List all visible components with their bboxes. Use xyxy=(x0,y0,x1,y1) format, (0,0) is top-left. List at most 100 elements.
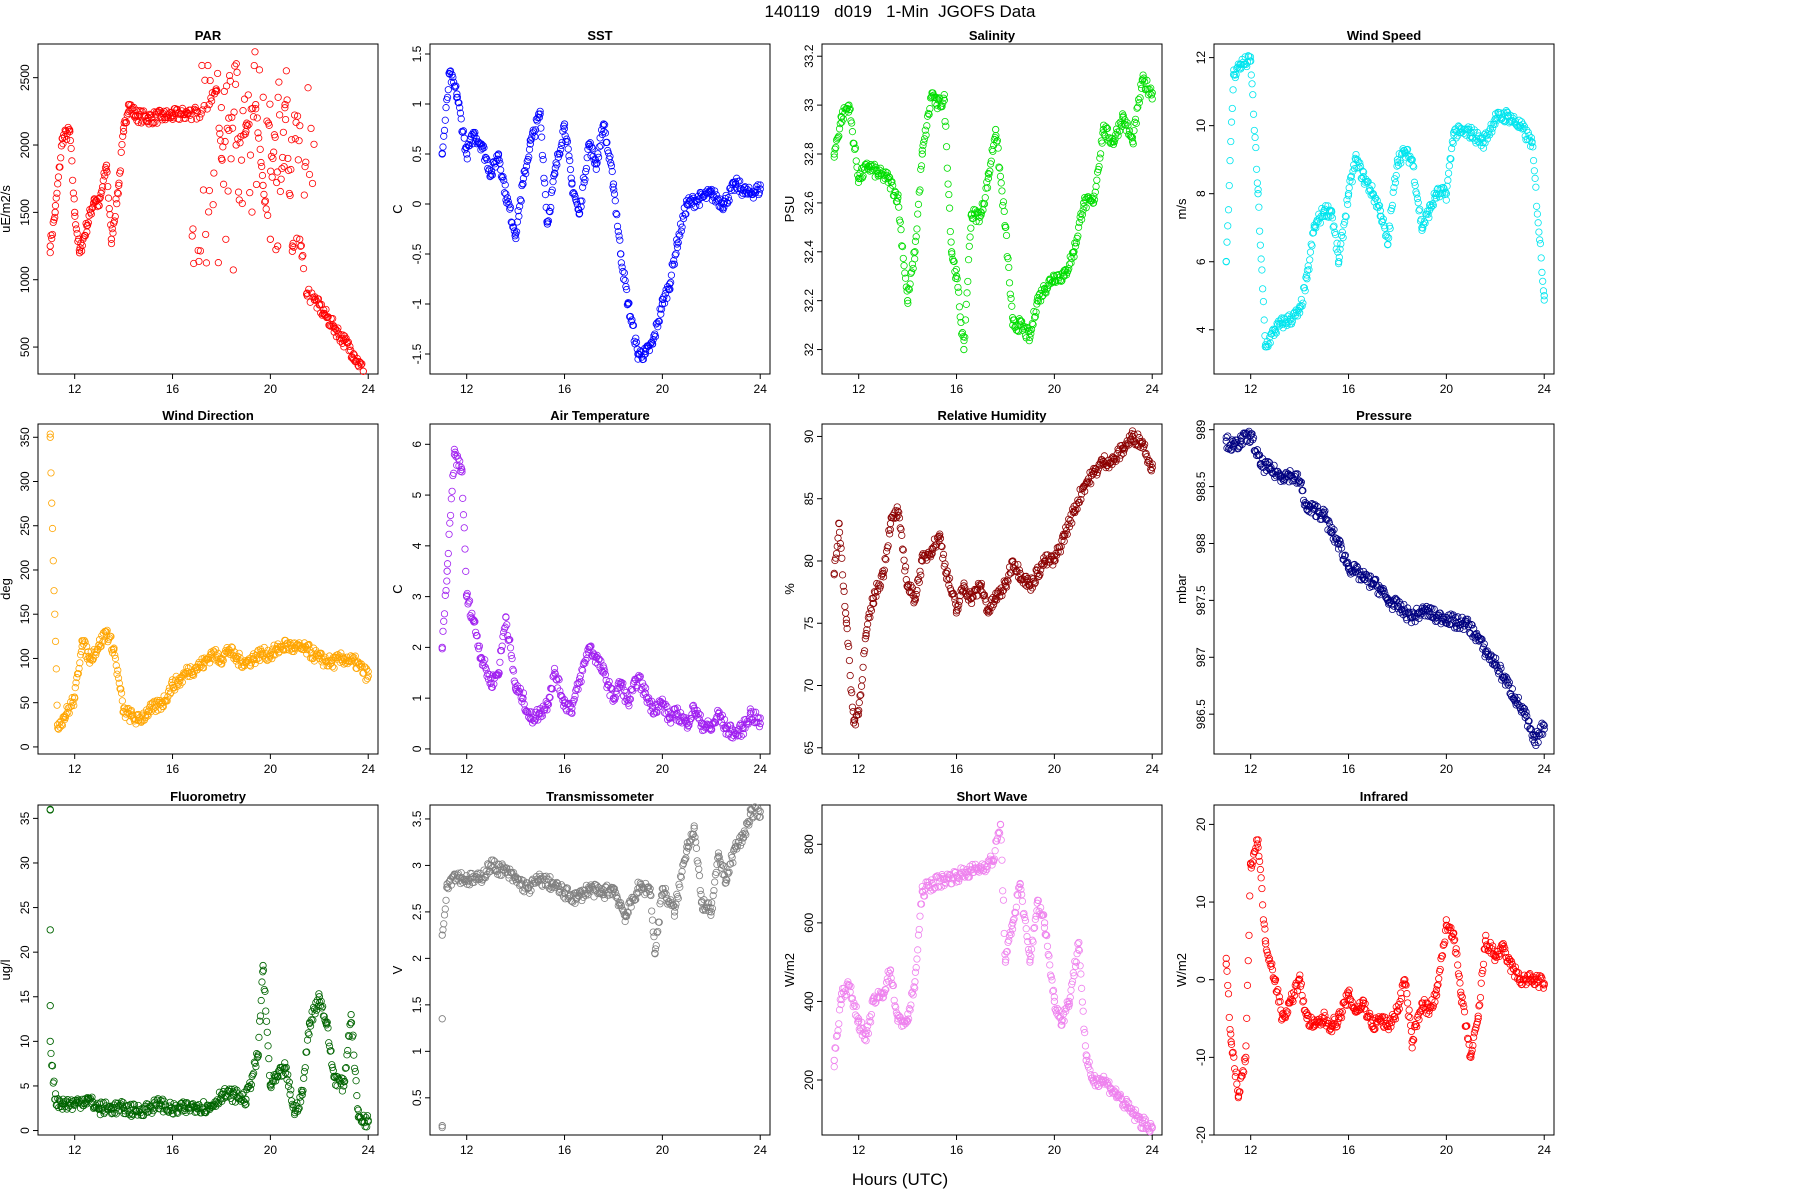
data-point xyxy=(609,180,618,188)
panel-title: Air Temperature xyxy=(550,408,649,423)
data-point xyxy=(509,665,517,673)
data-point xyxy=(130,1100,138,1108)
data-point xyxy=(446,511,455,520)
data-point xyxy=(1390,183,1398,192)
data-point xyxy=(908,268,916,276)
data-point xyxy=(955,288,963,296)
data-point xyxy=(291,135,299,143)
data-point xyxy=(462,875,470,884)
data-point xyxy=(1297,295,1305,304)
data-point xyxy=(106,1102,114,1110)
data-point xyxy=(1000,207,1008,216)
data-point xyxy=(1394,158,1402,166)
data-point xyxy=(126,717,134,725)
data-point xyxy=(1306,256,1314,264)
data-point xyxy=(1500,109,1508,117)
data-point xyxy=(627,903,635,911)
y-tick-label: 2 xyxy=(410,955,424,962)
data-point xyxy=(676,883,684,891)
data-point xyxy=(134,118,143,127)
data-point xyxy=(487,167,496,175)
data-point xyxy=(217,104,225,112)
data-point xyxy=(258,162,266,171)
data-point xyxy=(363,1112,372,1120)
data-point xyxy=(1514,693,1523,702)
y-tick-label: 988.5 xyxy=(1194,471,1208,501)
data-point xyxy=(725,868,733,876)
y-tick-label: 32.6 xyxy=(802,191,816,215)
data-point xyxy=(518,698,526,706)
y-tick-label: 33 xyxy=(802,98,816,112)
data-point xyxy=(513,218,521,226)
data-point xyxy=(299,264,308,273)
data-point xyxy=(537,713,545,721)
data-point xyxy=(50,587,58,595)
data-point xyxy=(601,671,609,679)
data-point xyxy=(1355,164,1363,172)
data-point xyxy=(846,988,854,996)
y-tick-label: 989 xyxy=(1194,419,1208,439)
data-point xyxy=(1388,204,1396,213)
data-point xyxy=(1386,224,1394,233)
data-point xyxy=(900,556,908,564)
data-point xyxy=(50,1077,58,1085)
data-point xyxy=(736,842,745,850)
y-tick-label: 0.5 xyxy=(410,145,424,162)
data-point xyxy=(80,1100,88,1108)
data-point xyxy=(1461,617,1469,625)
data-point xyxy=(685,721,693,729)
data-point xyxy=(240,131,248,139)
y-tick-label: 1 xyxy=(410,100,424,107)
data-point xyxy=(1530,167,1538,175)
data-point xyxy=(536,107,544,115)
data-point xyxy=(460,134,468,142)
data-point xyxy=(681,856,689,864)
data-point xyxy=(1468,621,1476,629)
data-point xyxy=(1467,620,1475,629)
data-point xyxy=(1515,116,1523,124)
data-point xyxy=(565,152,573,160)
data-point xyxy=(240,1098,249,1106)
data-point xyxy=(222,235,230,243)
data-point xyxy=(955,303,964,311)
data-point xyxy=(711,878,719,886)
data-point xyxy=(1442,196,1450,204)
data-point xyxy=(328,663,337,671)
data-point xyxy=(654,323,662,331)
data-point xyxy=(862,629,870,638)
x-tick-label: 24 xyxy=(362,762,376,776)
data-point xyxy=(1043,285,1051,293)
data-point xyxy=(1119,112,1127,120)
data-point xyxy=(360,663,369,671)
data-point xyxy=(1388,601,1396,609)
data-point xyxy=(1319,505,1327,513)
data-point xyxy=(842,609,850,617)
data-point xyxy=(1243,62,1251,71)
data-point xyxy=(222,82,231,90)
data-point xyxy=(890,996,898,1004)
data-point xyxy=(669,261,677,269)
data-point xyxy=(110,644,118,652)
data-point xyxy=(1301,287,1309,295)
data-point xyxy=(1259,297,1268,306)
data-point xyxy=(896,1013,904,1021)
data-point xyxy=(1389,188,1397,196)
data-point xyxy=(1103,124,1112,132)
data-point xyxy=(619,267,627,276)
data-point xyxy=(290,111,299,119)
data-point xyxy=(952,265,961,274)
data-point xyxy=(980,591,989,599)
data-point xyxy=(1410,178,1419,186)
data-point xyxy=(1147,467,1156,475)
data-point xyxy=(1036,570,1044,578)
data-point xyxy=(323,1018,331,1026)
data-point xyxy=(298,1091,306,1099)
data-point xyxy=(684,722,692,730)
data-point xyxy=(252,105,260,113)
data-point xyxy=(347,346,355,354)
y-tick-label: 500 xyxy=(18,337,32,357)
data-point xyxy=(501,181,509,189)
data-point xyxy=(1031,578,1039,587)
data-point xyxy=(122,118,131,126)
data-point xyxy=(716,195,724,203)
